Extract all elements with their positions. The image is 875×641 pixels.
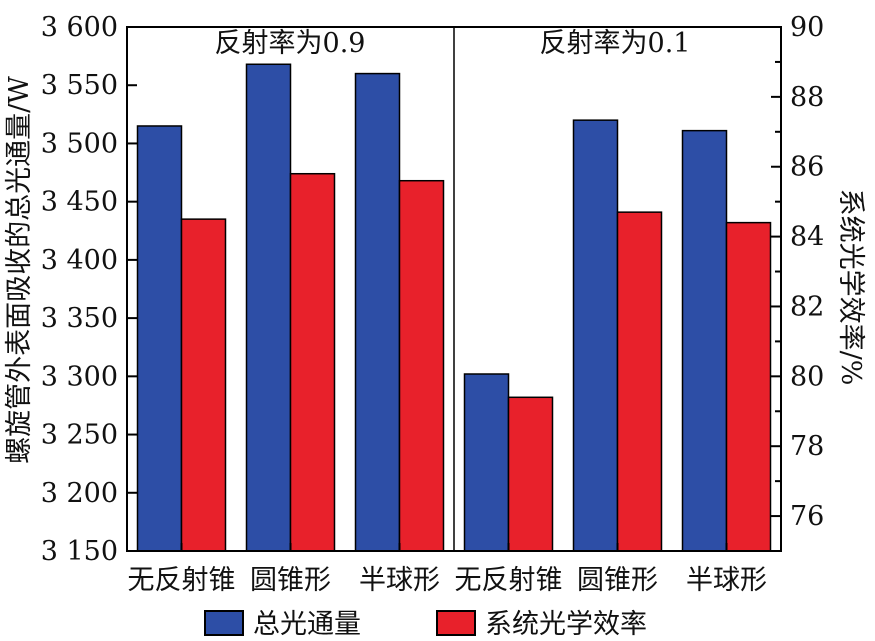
y-left-tick-label: 3 600 bbox=[41, 12, 118, 43]
y-axis-left-title: 螺旋管外表面吸收的总光通量/W bbox=[4, 76, 35, 464]
y-left-tick-label: 3 250 bbox=[41, 420, 118, 451]
category-label: 圆锥形 bbox=[577, 565, 658, 596]
category-label: 无反射锥 bbox=[455, 565, 563, 596]
y-left-tick-label: 3 150 bbox=[41, 536, 118, 567]
left-axis: 3 150 3 200 3 250 3 300 3 350 3 400 3 450 3 500… bbox=[41, 12, 137, 567]
legend: 总光通量 系统光学效率 bbox=[204, 609, 647, 640]
bar-series-2-cat-1 bbox=[180, 218, 227, 552]
y-right-tick-label: 86 bbox=[790, 152, 824, 183]
y-right-tick-label: 88 bbox=[790, 82, 824, 113]
category-label: 圆锥形 bbox=[250, 565, 331, 596]
y-left-tick-label: 3 400 bbox=[41, 245, 118, 276]
y-left-tick-label: 3 200 bbox=[41, 478, 118, 509]
y-left-tick-label: 3 350 bbox=[41, 303, 118, 334]
bar-series-1-cat-1 bbox=[136, 125, 183, 552]
panel-label-1: 反射率为0.9 bbox=[215, 28, 366, 59]
legend-swatch-series-2 bbox=[436, 610, 476, 636]
y-right-tick-label: 76 bbox=[790, 501, 824, 532]
bar-series-2-cat-3 bbox=[398, 179, 445, 552]
bar-series-2-cat-6 bbox=[725, 221, 772, 552]
y-right-tick-label: 84 bbox=[790, 222, 824, 253]
category-label: 半球形 bbox=[359, 565, 440, 596]
category-axis: 无反射锥 圆锥形 半球形 无反射锥 圆锥形 半球形 bbox=[128, 543, 767, 596]
bar-series-1-cat-6 bbox=[681, 129, 728, 552]
bar-series-2-cat-4 bbox=[507, 396, 554, 552]
legend-swatch-series-1 bbox=[204, 610, 244, 636]
right-axis: 76 78 80 82 84 86 88 90 bbox=[771, 12, 824, 552]
y-right-tick-label: 78 bbox=[790, 431, 824, 462]
bar-series-1-cat-5 bbox=[572, 119, 619, 552]
category-label: 半球形 bbox=[686, 565, 767, 596]
y-left-tick-label: 3 450 bbox=[41, 187, 118, 218]
legend-label-series-1: 总光通量 bbox=[253, 609, 361, 640]
bar-series-2-cat-2 bbox=[289, 172, 336, 552]
y-left-tick-label: 3 300 bbox=[41, 361, 118, 392]
bar-series-1-cat-3 bbox=[354, 72, 401, 552]
y-right-tick-label: 82 bbox=[790, 291, 824, 322]
y-axis-right-title: 系统光学效率/% bbox=[835, 189, 866, 386]
y-right-tick-label: 90 bbox=[790, 12, 824, 43]
y-left-tick-label: 3 500 bbox=[41, 128, 118, 159]
y-left-tick-label: 3 550 bbox=[41, 70, 118, 101]
y-right-tick-label: 80 bbox=[790, 361, 824, 392]
bars-layer bbox=[136, 63, 772, 552]
bar-series-1-cat-4 bbox=[463, 373, 510, 552]
bar-series-1-cat-2 bbox=[245, 63, 292, 552]
category-label: 无反射锥 bbox=[128, 565, 236, 596]
plot-frame bbox=[126, 26, 782, 552]
bar-series-2-cat-5 bbox=[616, 211, 663, 552]
legend-label-series-2: 系统光学效率 bbox=[485, 609, 647, 640]
panel-label-2: 反射率为0.1 bbox=[540, 28, 691, 59]
